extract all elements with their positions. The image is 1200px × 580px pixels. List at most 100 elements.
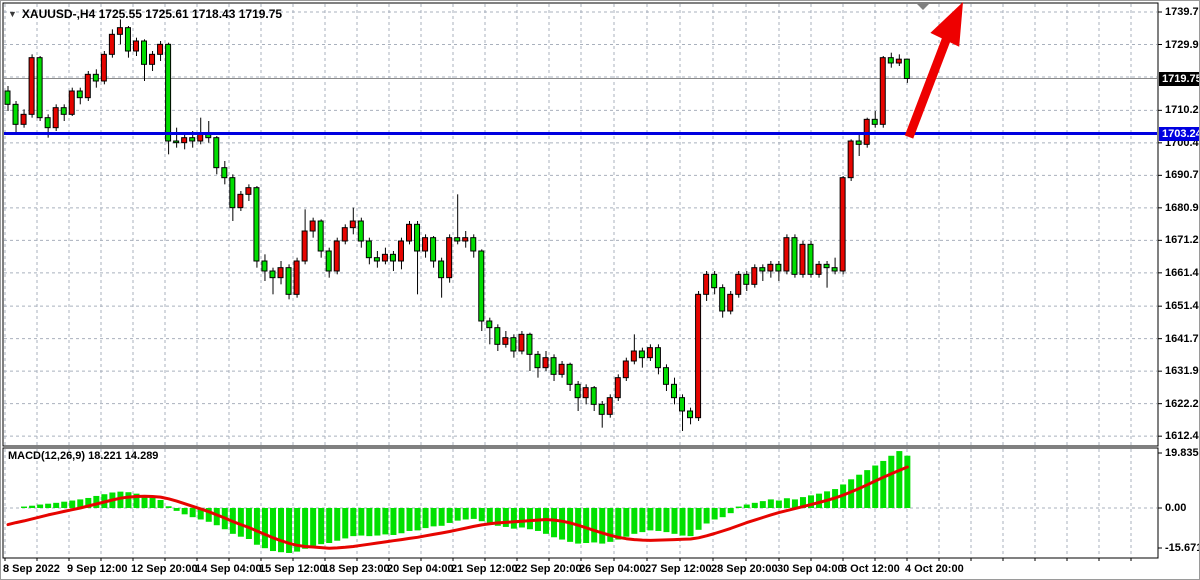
candle-bull xyxy=(695,293,702,419)
candle-bear xyxy=(253,187,260,262)
macd-histogram-bar xyxy=(551,508,558,538)
macd-histogram-bar xyxy=(61,501,68,508)
macd-histogram-bar xyxy=(631,508,638,534)
time-axis-label: 20 Sep 04:00 xyxy=(387,563,454,575)
candle-bull xyxy=(68,90,75,115)
time-axis-label: 8 Sep 2022 xyxy=(3,563,60,575)
macd-histogram-bar xyxy=(671,508,678,534)
macd-histogram-bar xyxy=(430,508,437,527)
candle-bull xyxy=(646,347,653,359)
candle-bear xyxy=(454,237,461,242)
dropdown-triangle-icon[interactable]: ▼ xyxy=(8,9,17,19)
macd-histogram-bar xyxy=(904,455,911,508)
macd-histogram-bar xyxy=(189,508,196,518)
candle-bear xyxy=(36,57,43,119)
macd-histogram-bar xyxy=(567,508,574,542)
candle-bear xyxy=(662,367,669,385)
macd-histogram-bar xyxy=(406,508,413,531)
time-axis-label: 22 Sep 20:00 xyxy=(515,563,582,575)
macd-histogram-bar xyxy=(414,508,421,531)
macd-histogram-bar xyxy=(526,508,533,530)
macd-histogram-bar xyxy=(695,508,702,530)
candle-bear xyxy=(124,27,131,52)
candle-bull xyxy=(108,33,115,55)
macd-histogram-bar xyxy=(599,508,606,544)
candle-bear xyxy=(4,90,11,105)
macd-histogram-bar xyxy=(438,508,445,526)
candle-bull xyxy=(622,360,629,379)
macd-histogram-bar xyxy=(133,493,140,508)
macd-histogram-bar xyxy=(205,508,212,522)
macd-histogram-bar xyxy=(245,508,252,539)
macd-histogram-bar xyxy=(486,508,493,524)
macd-histogram-bar xyxy=(117,491,124,508)
candle-bull xyxy=(446,237,453,279)
candle-bear xyxy=(12,103,19,125)
macd-histogram-bar xyxy=(751,502,758,508)
candle-bull xyxy=(381,253,388,262)
candle-bear xyxy=(389,253,396,262)
macd-histogram-bar xyxy=(735,506,742,508)
candle-bear xyxy=(414,223,421,252)
macd-histogram-bar xyxy=(759,501,766,508)
time-axis-label: 15 Sep 12:00 xyxy=(259,563,326,575)
macd-histogram-bar xyxy=(181,508,188,515)
candle-bear xyxy=(590,387,597,405)
candle-bear xyxy=(221,167,228,179)
macd-histogram-bar xyxy=(269,508,276,552)
macd-histogram-bar xyxy=(53,502,60,508)
candle-bear xyxy=(92,73,99,82)
candle-bear xyxy=(719,287,726,312)
candle-bull xyxy=(293,260,300,295)
candle-bull xyxy=(895,58,902,64)
macd-histogram-bar xyxy=(663,508,670,533)
price-axis-label: 1622.20 xyxy=(1165,397,1199,410)
candle-bull xyxy=(614,377,621,399)
candle-bear xyxy=(269,270,276,279)
macd-histogram-bar xyxy=(848,479,855,508)
candle-bear xyxy=(317,220,324,252)
candle-bull xyxy=(28,57,35,115)
candle-bull xyxy=(542,357,549,369)
chart-shift-marker-icon[interactable] xyxy=(917,4,929,10)
macd-histogram-bar xyxy=(478,508,485,522)
price-axis-label: 1661.45 xyxy=(1165,266,1199,279)
macd-histogram-bar xyxy=(45,503,52,508)
macd-histogram-bar xyxy=(623,508,630,537)
candle-bear xyxy=(654,347,661,369)
trend-arrow-shaft[interactable] xyxy=(904,25,956,139)
macd-histogram-bar xyxy=(583,508,590,544)
candle-bear xyxy=(478,250,485,322)
candle-bear xyxy=(44,117,51,129)
candle-bear xyxy=(887,57,894,64)
macd-signal-line xyxy=(6,465,909,550)
candle-bear xyxy=(831,267,838,272)
macd-histogram-bar xyxy=(864,470,871,508)
candle-bull xyxy=(333,240,340,272)
candle-bear xyxy=(494,327,501,345)
macd-histogram-bar xyxy=(382,508,389,535)
macd-histogram-bar xyxy=(703,508,710,524)
candle-bull xyxy=(349,220,356,229)
candle-bear xyxy=(486,320,493,329)
candle-bull xyxy=(237,193,244,209)
macd-histogram-bar xyxy=(157,499,164,508)
trend-arrow-head[interactable] xyxy=(930,2,963,47)
candle-bear xyxy=(438,260,445,279)
macd-histogram-bar xyxy=(302,508,309,549)
time-axis-label: 26 Sep 04:00 xyxy=(579,563,646,575)
candle-bull xyxy=(863,118,870,145)
price-axis-label: 1710.20 xyxy=(1165,104,1199,117)
candle-bear xyxy=(76,90,83,99)
macd-histogram-bar xyxy=(494,508,501,526)
candle-bull xyxy=(132,40,139,52)
candle-bear xyxy=(470,237,477,252)
candle-bull xyxy=(703,273,710,295)
candle-bull xyxy=(630,350,637,362)
chart-title: ▼ XAUUSD-,H4 1725.55 1725.61 1718.43 1719… xyxy=(8,7,282,21)
macd-histogram-bar xyxy=(213,508,220,526)
macd-histogram-bar xyxy=(173,508,180,511)
candle-bear xyxy=(670,383,677,399)
candle-bull xyxy=(815,263,822,275)
